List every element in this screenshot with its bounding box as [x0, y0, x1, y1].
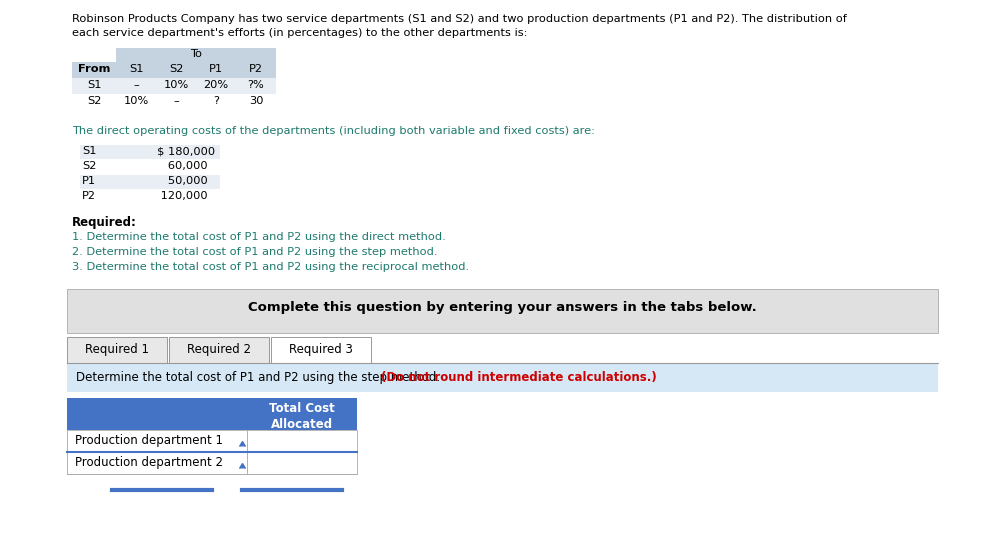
Text: Required:: Required:: [72, 216, 136, 229]
Text: S1: S1: [82, 146, 96, 156]
Text: Required 3: Required 3: [289, 343, 353, 356]
Bar: [116, 48, 276, 62]
Text: Required 2: Required 2: [186, 343, 250, 356]
Bar: [168, 337, 269, 363]
Bar: [195, 62, 235, 78]
Text: To: To: [189, 49, 201, 59]
Bar: [72, 78, 116, 94]
Bar: [271, 337, 371, 363]
Bar: [116, 78, 156, 94]
Bar: [156, 78, 195, 94]
Text: Complete this question by entering your answers in the tabs below.: Complete this question by entering your …: [247, 301, 757, 314]
Bar: [80, 190, 219, 204]
Bar: [72, 62, 116, 78]
Bar: [67, 398, 357, 430]
Text: S2: S2: [87, 96, 101, 106]
Bar: [116, 62, 156, 78]
Text: 1. Determine the total cost of P1 and P2 using the direct method.: 1. Determine the total cost of P1 and P2…: [72, 232, 445, 242]
Text: P1: P1: [208, 64, 222, 74]
Bar: [67, 337, 167, 363]
Bar: [67, 430, 246, 452]
Text: P2: P2: [248, 64, 263, 74]
Text: 50,000: 50,000: [157, 176, 207, 186]
Bar: [235, 78, 276, 94]
Text: P1: P1: [82, 176, 96, 186]
Text: 2. Determine the total cost of P1 and P2 using the step method.: 2. Determine the total cost of P1 and P2…: [72, 247, 437, 257]
Bar: [67, 452, 246, 474]
Text: Production department 1: Production department 1: [75, 434, 222, 447]
Text: 30: 30: [248, 96, 263, 106]
Text: ?: ?: [212, 96, 218, 106]
Text: $ 180,000: $ 180,000: [157, 146, 214, 156]
Text: Production department 2: Production department 2: [75, 456, 222, 469]
Text: P2: P2: [82, 191, 96, 201]
Text: –: –: [173, 96, 178, 106]
Text: ?%: ?%: [247, 80, 265, 90]
Bar: [72, 94, 116, 110]
Text: Total Cost
Allocated: Total Cost Allocated: [269, 402, 335, 431]
Text: The direct operating costs of the departments (including both variable and fixed: The direct operating costs of the depart…: [72, 126, 594, 136]
Text: S1: S1: [86, 80, 101, 90]
Text: 60,000: 60,000: [157, 161, 207, 171]
Bar: [156, 62, 195, 78]
Bar: [80, 145, 219, 159]
Text: Robinson Products Company has two service departments (S1 and S2) and two produc: Robinson Products Company has two servic…: [72, 14, 846, 24]
Text: Determine the total cost of P1 and P2 using the step method.: Determine the total cost of P1 and P2 us…: [76, 371, 444, 384]
Text: 120,000: 120,000: [157, 191, 207, 201]
Text: each service department's efforts (in percentages) to the other departments is:: each service department's efforts (in pe…: [72, 28, 527, 38]
Bar: [235, 94, 276, 110]
Text: S2: S2: [82, 161, 96, 171]
Text: From: From: [78, 64, 110, 74]
Text: 3. Determine the total cost of P1 and P2 using the reciprocal method.: 3. Determine the total cost of P1 and P2…: [72, 262, 469, 272]
Text: –: –: [133, 80, 138, 90]
Text: 10%: 10%: [123, 96, 148, 106]
Bar: [246, 452, 357, 474]
Bar: [67, 289, 937, 333]
Text: (Do not round intermediate calculations.): (Do not round intermediate calculations.…: [381, 371, 656, 384]
Text: S1: S1: [128, 64, 143, 74]
Text: 10%: 10%: [163, 80, 188, 90]
Text: S2: S2: [168, 64, 183, 74]
Bar: [116, 94, 156, 110]
Bar: [235, 62, 276, 78]
Bar: [156, 94, 195, 110]
Bar: [195, 94, 235, 110]
Bar: [246, 430, 357, 452]
Text: Required 1: Required 1: [85, 343, 149, 356]
Bar: [67, 364, 937, 392]
Bar: [195, 78, 235, 94]
Text: 20%: 20%: [203, 80, 228, 90]
Bar: [80, 160, 219, 174]
Bar: [80, 175, 219, 189]
